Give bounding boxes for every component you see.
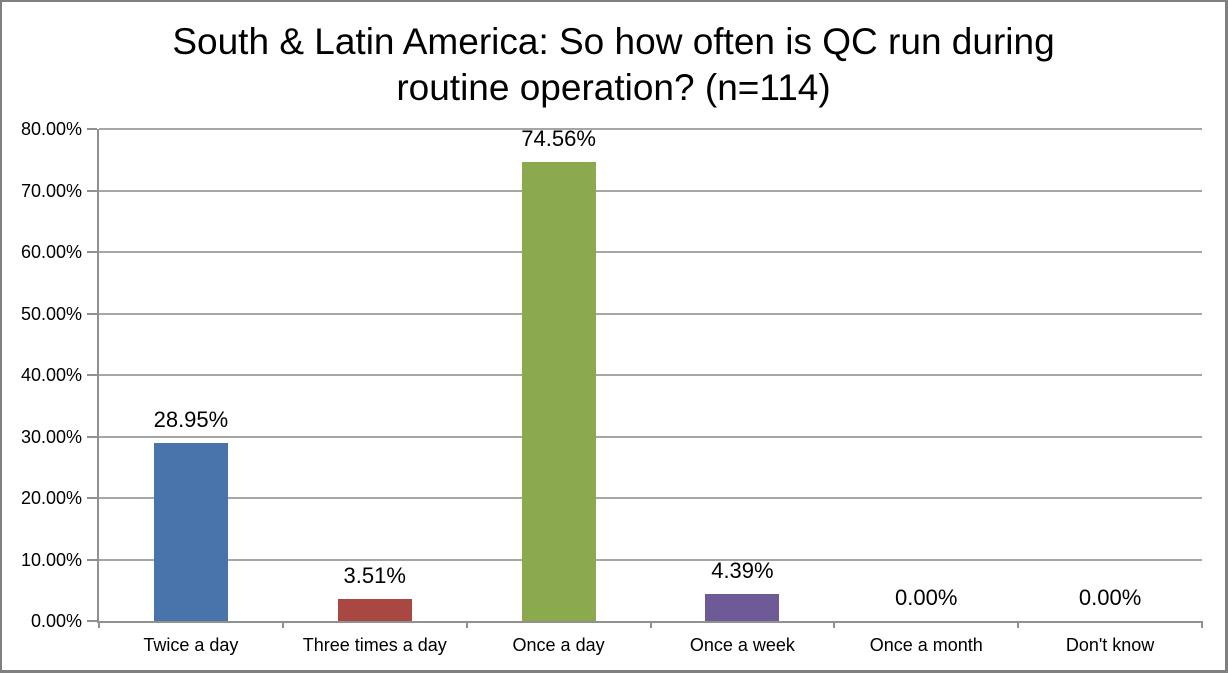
- category-label: Twice a day: [143, 635, 239, 655]
- x-axis-tick: [281, 621, 284, 628]
- y-axis-tick: [87, 128, 97, 130]
- y-gridline: [99, 374, 1202, 376]
- y-axis-tick: [87, 497, 97, 499]
- y-axis-tick-label: 0.00%: [30, 611, 82, 631]
- bar-value-label: 74.56%: [521, 126, 596, 152]
- y-axis-tick-label: 80.00%: [20, 119, 82, 139]
- x-axis-tick: [465, 621, 468, 628]
- category-label: Once a week: [689, 635, 795, 655]
- y-gridline: [99, 312, 1202, 315]
- y-gridline: [99, 251, 1202, 253]
- y-axis-tick-label: 40.00%: [20, 365, 82, 385]
- category-label: Three times a day: [302, 635, 447, 655]
- y-axis-tick-label: 10.00%: [20, 549, 82, 570]
- bar: [337, 599, 412, 621]
- bar-value-label: 0.00%: [1078, 585, 1142, 610]
- bar: [705, 594, 780, 621]
- y-axis-tick: [87, 251, 97, 253]
- y-axis-tick: [87, 312, 97, 315]
- chart-title-text: South & Latin America: So how often is Q…: [172, 21, 1055, 108]
- y-gridline: [99, 497, 1202, 499]
- bar-value-label: 0.00%: [895, 585, 958, 610]
- y-gridline: [99, 558, 1202, 561]
- x-axis-tick: [833, 621, 836, 628]
- bar-value-label: 28.95%: [153, 406, 229, 432]
- x-axis-tick: [98, 621, 100, 628]
- x-axis-tick: [649, 621, 652, 628]
- y-axis-tick: [87, 435, 97, 438]
- y-axis-tick-label: 50.00%: [20, 303, 82, 324]
- x-axis-tick: [1017, 621, 1020, 628]
- y-gridline: [99, 189, 1202, 192]
- y-axis-tick-label: 30.00%: [20, 426, 82, 447]
- y-axis-tick-label: 20.00%: [20, 488, 82, 508]
- bar-value-label: 3.51%: [343, 563, 406, 589]
- plot-area: 0.00% 10.00% 20.00% 30.00% 40.00% 50.00% 60.00…: [21, 119, 1203, 655]
- y-axis-tick-label: 60.00%: [20, 242, 82, 262]
- y-gridline: [99, 435, 1202, 438]
- y-gridline: [99, 128, 1202, 130]
- category-label: Don't know: [1065, 635, 1155, 655]
- y-axis-tick: [87, 620, 97, 622]
- bar: [153, 442, 228, 621]
- chart-title: South & Latin America: So how often is Q…: [2, 19, 1225, 111]
- x-axis-tick: [1201, 621, 1203, 628]
- y-axis-tick: [87, 189, 97, 192]
- y-axis-tick: [87, 558, 97, 561]
- y-axis-tick: [87, 374, 97, 376]
- y-axis-tick-label: 70.00%: [20, 180, 82, 201]
- category-label: Once a day: [512, 635, 605, 655]
- bar-value-label: 4.39%: [711, 558, 774, 584]
- category-label: Once a month: [869, 635, 983, 655]
- bar: [521, 162, 596, 621]
